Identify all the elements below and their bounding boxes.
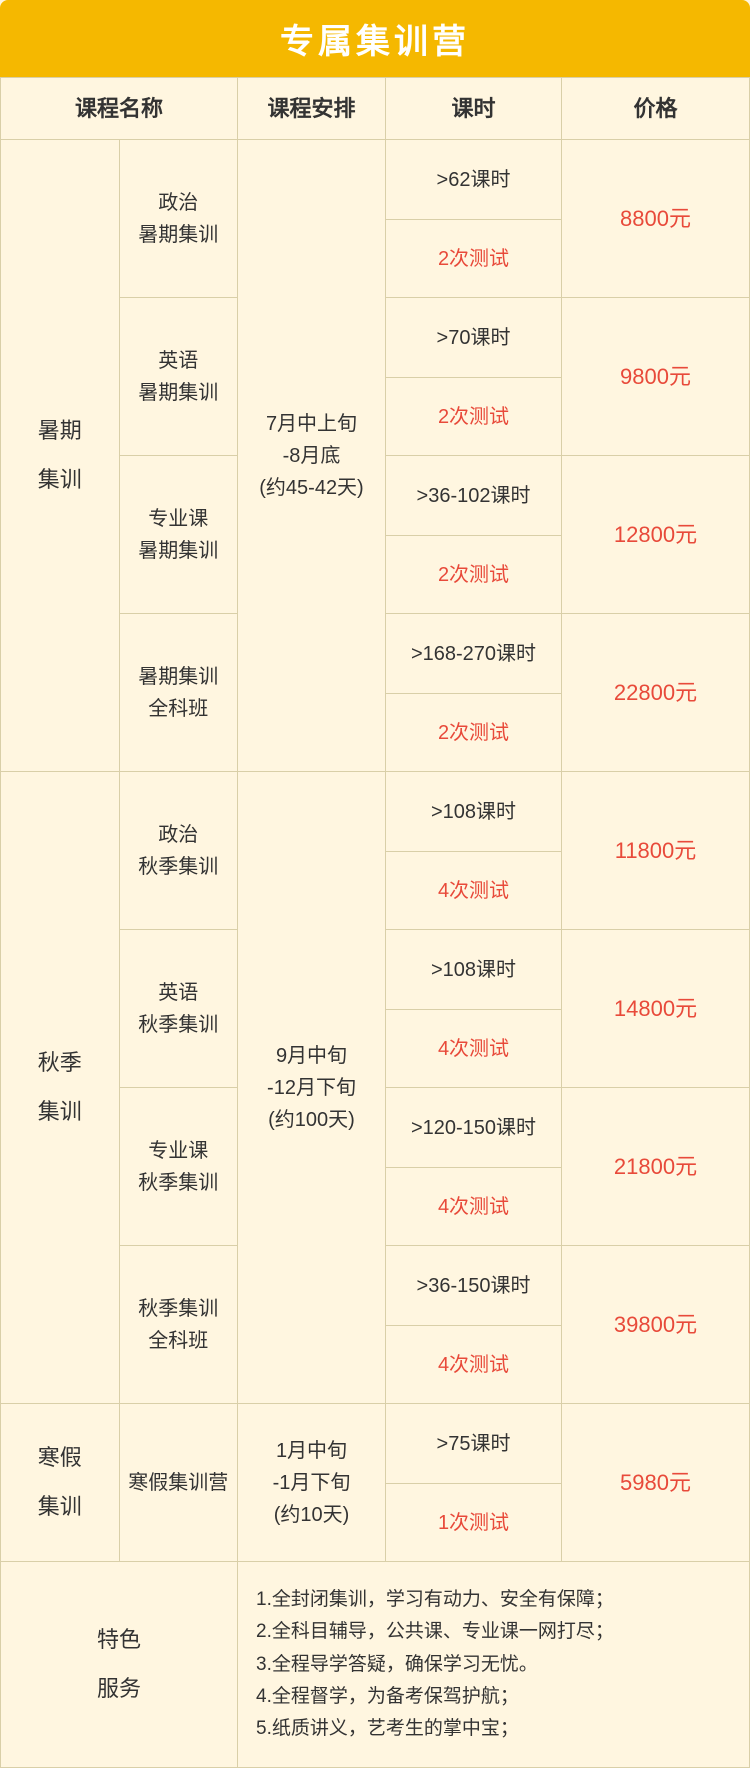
course-cell: 政治秋季集训 — [119, 772, 238, 930]
training-camp-table: 专属集训营 课程名称 课程安排 课时 价格 暑期集训政治暑期集训7月中上旬-8月… — [0, 0, 750, 1768]
price-cell: 11800元 — [562, 772, 750, 930]
course-cell: 秋季集训全科班 — [119, 1246, 238, 1404]
hours-cell: >70课时 — [386, 298, 562, 378]
test-cell: 2次测试 — [386, 220, 562, 298]
page-title: 专属集训营 — [280, 23, 470, 61]
course-cell: 暑期集训全科班 — [119, 614, 238, 772]
hours-cell: >108课时 — [386, 930, 562, 1010]
table-row: 秋季集训政治秋季集训9月中旬-12月下旬(约100天)>108课时11800元 — [1, 772, 750, 852]
price-cell: 8800元 — [562, 140, 750, 298]
test-cell: 4次测试 — [386, 852, 562, 930]
hours-cell: >108课时 — [386, 772, 562, 852]
test-cell: 2次测试 — [386, 694, 562, 772]
table-row: 寒假集训寒假集训营1月中旬-1月下旬(约10天)>75课时5980元 — [1, 1404, 750, 1484]
course-cell: 寒假集训营 — [119, 1404, 238, 1562]
pricing-table: 课程名称 课程安排 课时 价格 暑期集训政治暑期集训7月中上旬-8月底(约45-… — [0, 77, 750, 1768]
hours-cell: >120-150课时 — [386, 1088, 562, 1168]
table-row: 暑期集训政治暑期集训7月中上旬-8月底(约45-42天)>62课时8800元 — [1, 140, 750, 220]
category-cell: 秋季集训 — [1, 772, 120, 1404]
hours-cell: >75课时 — [386, 1404, 562, 1484]
header-course-name: 课程名称 — [1, 78, 238, 140]
course-cell: 英语暑期集训 — [119, 298, 238, 456]
price-cell: 5980元 — [562, 1404, 750, 1562]
price-cell: 39800元 — [562, 1246, 750, 1404]
hours-cell: >168-270课时 — [386, 614, 562, 694]
category-cell: 寒假集训 — [1, 1404, 120, 1562]
header-schedule: 课程安排 — [238, 78, 386, 140]
category-cell: 暑期集训 — [1, 140, 120, 772]
course-cell: 专业课秋季集训 — [119, 1088, 238, 1246]
title-bar: 专属集训营 — [0, 0, 750, 77]
features-row: 特色服务1.全封闭集训，学习有动力、安全有保障；2.全科目辅导，公共课、专业课一… — [1, 1562, 750, 1768]
hours-cell: >62课时 — [386, 140, 562, 220]
test-cell: 4次测试 — [386, 1326, 562, 1404]
test-cell: 1次测试 — [386, 1484, 562, 1562]
price-cell: 12800元 — [562, 456, 750, 614]
schedule-cell: 1月中旬-1月下旬(约10天) — [238, 1404, 386, 1562]
schedule-cell: 7月中上旬-8月底(约45-42天) — [238, 140, 386, 772]
test-cell: 2次测试 — [386, 378, 562, 456]
price-cell: 9800元 — [562, 298, 750, 456]
price-cell: 22800元 — [562, 614, 750, 772]
hours-cell: >36-102课时 — [386, 456, 562, 536]
hours-cell: >36-150课时 — [386, 1246, 562, 1326]
test-cell: 2次测试 — [386, 536, 562, 614]
features-text: 1.全封闭集训，学习有动力、安全有保障；2.全科目辅导，公共课、专业课一网打尽；… — [238, 1562, 750, 1768]
price-cell: 21800元 — [562, 1088, 750, 1246]
header-row: 课程名称 课程安排 课时 价格 — [1, 78, 750, 140]
test-cell: 4次测试 — [386, 1010, 562, 1088]
header-hours: 课时 — [386, 78, 562, 140]
header-price: 价格 — [562, 78, 750, 140]
course-cell: 英语秋季集训 — [119, 930, 238, 1088]
features-label: 特色服务 — [1, 1562, 238, 1768]
schedule-cell: 9月中旬-12月下旬(约100天) — [238, 772, 386, 1404]
test-cell: 4次测试 — [386, 1168, 562, 1246]
course-cell: 政治暑期集训 — [119, 140, 238, 298]
price-cell: 14800元 — [562, 930, 750, 1088]
course-cell: 专业课暑期集训 — [119, 456, 238, 614]
